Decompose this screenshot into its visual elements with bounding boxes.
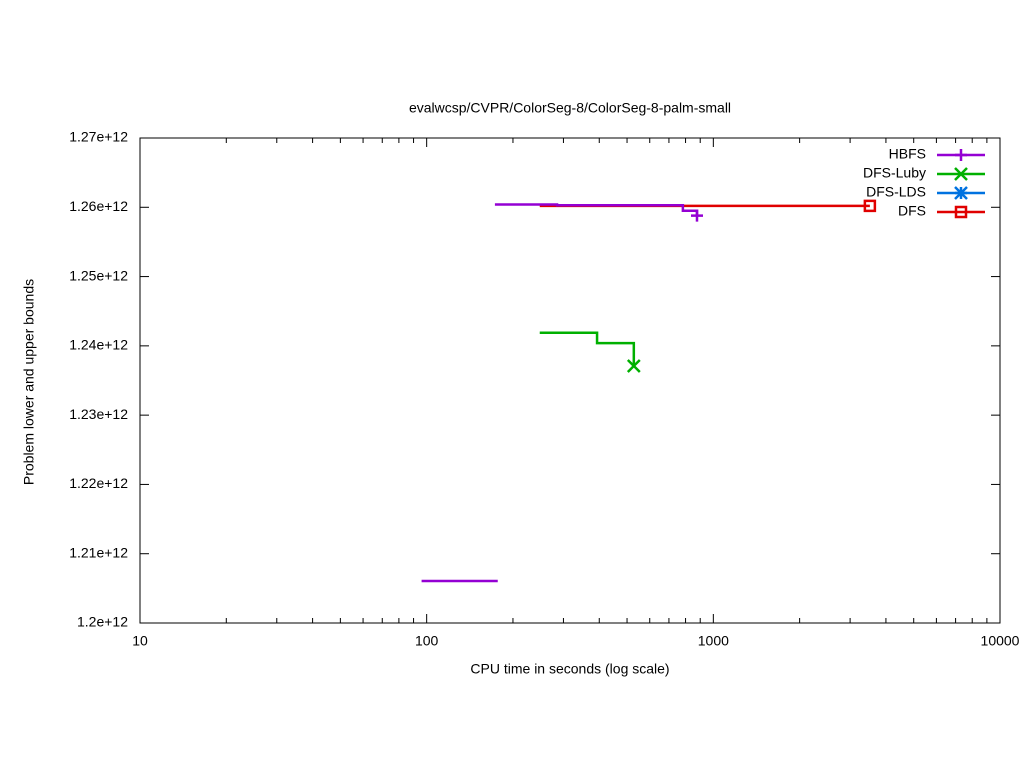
marker bbox=[955, 149, 967, 161]
plot-frame bbox=[139, 137, 1001, 624]
series-line bbox=[539, 331, 636, 366]
chart-title: evalwcsp/CVPR/ColorSeg-8/ColorSeg-8-palm… bbox=[409, 100, 731, 116]
y-tick-label: 1.22e+12 bbox=[69, 475, 128, 491]
x-tick-label: 10000 bbox=[981, 633, 1020, 649]
marker bbox=[690, 209, 703, 222]
y-tick-label: 1.24e+12 bbox=[69, 337, 128, 353]
marker bbox=[626, 359, 641, 373]
legend-label: DFS-LDS bbox=[866, 184, 926, 200]
legend-label: DFS-Luby bbox=[863, 165, 926, 181]
y-tick-label: 1.26e+12 bbox=[69, 198, 128, 214]
y-tick-label: 1.23e+12 bbox=[69, 406, 128, 422]
marker bbox=[954, 205, 968, 219]
marker bbox=[954, 167, 968, 181]
x-tick-label: 100 bbox=[415, 633, 439, 649]
y-tick-label: 1.25e+12 bbox=[69, 267, 128, 283]
y-tick-label: 1.21e+12 bbox=[69, 544, 128, 560]
legend-label: HBFS bbox=[889, 146, 926, 162]
x-axis-label: CPU time in seconds (log scale) bbox=[470, 661, 669, 677]
legend-label: DFS bbox=[898, 203, 926, 219]
x-tick-label: 10 bbox=[132, 633, 148, 649]
x-tick-label: 1000 bbox=[698, 633, 729, 649]
y-tick-label: 1.2e+12 bbox=[77, 614, 128, 630]
y-axis-label: Problem lower and upper bounds bbox=[21, 279, 37, 485]
marker bbox=[954, 186, 968, 200]
y-tick-label: 1.27e+12 bbox=[69, 129, 128, 145]
marker bbox=[863, 199, 877, 213]
